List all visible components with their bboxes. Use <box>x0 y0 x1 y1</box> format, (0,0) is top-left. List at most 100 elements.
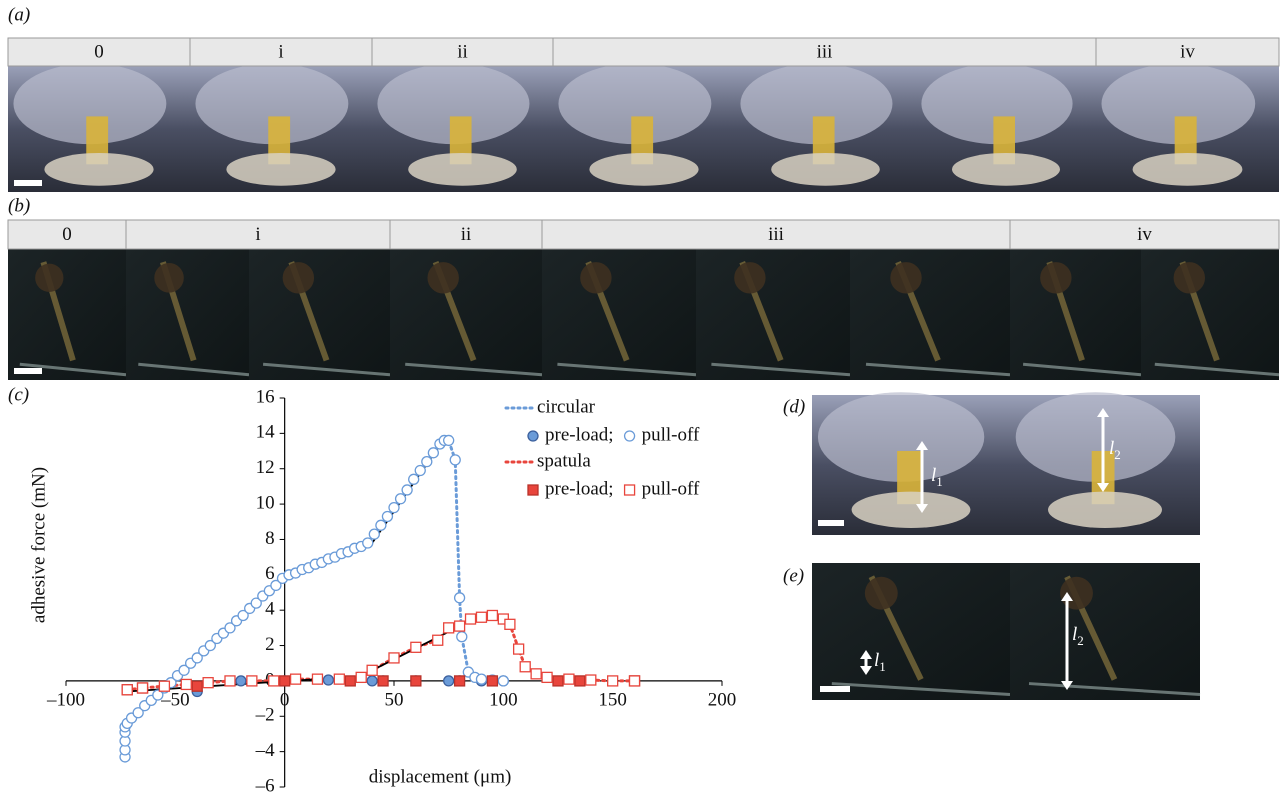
photo <box>8 249 126 380</box>
symbol: l <box>874 650 879 671</box>
marker-circle <box>414 464 426 477</box>
marker-square <box>628 675 641 687</box>
arrow-head <box>860 666 872 675</box>
marker-square <box>475 611 488 623</box>
marker-square <box>121 684 133 696</box>
photo-joint <box>427 262 459 294</box>
photo-stem <box>268 116 291 165</box>
arrow-head <box>1097 483 1109 492</box>
marker-square <box>246 675 258 687</box>
marker-square <box>311 673 324 685</box>
photo <box>812 563 1010 700</box>
photo-body <box>1015 392 1176 482</box>
photo-joint <box>864 576 898 610</box>
marker-square <box>530 668 542 680</box>
photo-stem <box>897 451 921 505</box>
marker-circle <box>453 592 466 604</box>
photo-joint <box>1060 576 1093 610</box>
stage-label: i <box>278 41 283 62</box>
photo-pad <box>1132 152 1243 186</box>
stage-label: i <box>255 224 260 245</box>
marker-circle <box>191 652 203 664</box>
y-axis-title: adhesive force (mN) <box>28 467 49 623</box>
photo-joint <box>734 262 766 294</box>
photo-joint <box>282 262 315 294</box>
length-label: l1 <box>931 465 943 489</box>
photo-stem <box>86 116 109 165</box>
photo-substrate <box>711 362 851 377</box>
marker-square <box>504 618 516 630</box>
marker-circle <box>375 519 387 531</box>
marker-square <box>388 652 400 664</box>
symbol: l <box>1072 624 1077 645</box>
photo <box>1010 249 1141 380</box>
marker-square <box>552 675 564 687</box>
marker-circle <box>456 631 468 643</box>
legend-label: pre-load; <box>545 478 614 499</box>
marker-circle <box>449 454 461 466</box>
photo-joint <box>1173 262 1206 294</box>
marker-square <box>563 673 575 685</box>
marker-square <box>574 675 586 687</box>
marker-square <box>410 675 422 687</box>
arrow-head <box>1061 592 1073 601</box>
stage-label: ii <box>457 41 468 62</box>
legend-label: pull-off <box>642 424 700 445</box>
y-tick-label: 2 <box>265 634 275 655</box>
photo-joint <box>154 263 184 293</box>
marker-circle <box>527 430 539 442</box>
symbol: l <box>1109 438 1114 459</box>
marker-circle <box>394 493 407 505</box>
arrow-head <box>916 504 928 513</box>
marker-circle <box>152 689 164 701</box>
photo-substrate <box>557 362 697 377</box>
marker-square <box>432 634 444 646</box>
subscript: 2 <box>1114 447 1121 462</box>
stage-label: ii <box>461 224 472 245</box>
photo-body <box>740 63 893 145</box>
marker-square <box>180 678 192 691</box>
y-tick-label: 4 <box>265 599 275 620</box>
marker-square <box>202 677 214 689</box>
marker-square <box>355 671 367 684</box>
arrow-head <box>1061 681 1073 690</box>
marker-square <box>464 613 477 625</box>
photo-stem <box>1174 116 1197 165</box>
x-tick-label: 0 <box>280 689 290 710</box>
y-tick-label: 10 <box>256 492 275 513</box>
photo-body <box>377 63 530 145</box>
marker-circle <box>250 597 262 609</box>
photo-pad <box>44 152 154 186</box>
marker-square <box>136 682 149 694</box>
photo-joint <box>1040 262 1072 294</box>
subscript: 2 <box>1077 633 1084 648</box>
panel-label: (b) <box>8 195 30 216</box>
marker-circle <box>408 473 420 485</box>
marker-square <box>333 673 345 685</box>
panel-label: (a) <box>8 4 30 25</box>
marker-square <box>224 675 236 687</box>
marker-circle <box>497 675 509 687</box>
marker-square <box>268 675 280 687</box>
length-label: l2 <box>1109 438 1121 462</box>
marker-square <box>289 673 302 685</box>
stage-header <box>1009 219 1280 250</box>
subscript: 1 <box>936 474 943 489</box>
x-tick-label: –50 <box>160 689 190 710</box>
marker-circle <box>132 707 144 719</box>
marker-circle <box>475 673 488 685</box>
marker-square <box>410 641 422 653</box>
photo-stem <box>449 116 472 165</box>
marker-circle <box>388 501 400 514</box>
marker-square <box>585 674 597 686</box>
marker-square <box>191 680 203 692</box>
photo <box>1141 249 1279 380</box>
scale-bar <box>818 520 844 526</box>
marker-square <box>512 643 525 655</box>
x-tick-label: 150 <box>598 689 627 710</box>
legend-label: circular <box>537 396 596 417</box>
y-tick-label: 6 <box>265 563 275 584</box>
photo <box>542 249 696 380</box>
